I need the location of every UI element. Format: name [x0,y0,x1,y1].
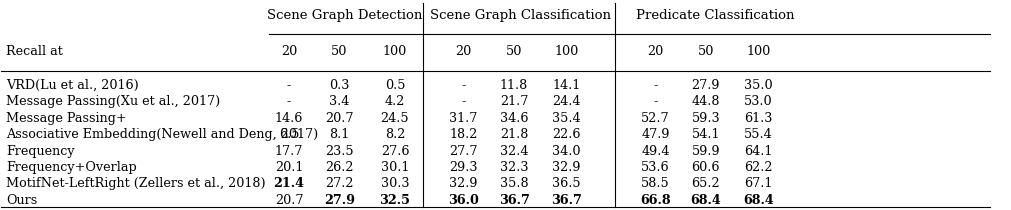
Text: 52.7: 52.7 [640,112,669,125]
Text: -: - [652,79,657,92]
Text: 36.7: 36.7 [551,194,581,207]
Text: 54.1: 54.1 [691,128,720,141]
Text: 14.6: 14.6 [275,112,303,125]
Text: Recall at: Recall at [6,45,64,58]
Text: Associative Embedding(Newell and Deng, 2017): Associative Embedding(Newell and Deng, 2… [6,128,318,141]
Text: 32.3: 32.3 [499,161,528,174]
Text: 14.1: 14.1 [552,79,580,92]
Text: 66.8: 66.8 [639,194,670,207]
Text: 36.5: 36.5 [552,177,580,190]
Text: 26.2: 26.2 [325,161,354,174]
Text: -: - [652,95,657,108]
Text: 100: 100 [382,45,406,58]
Text: 61.3: 61.3 [743,112,771,125]
Text: 27.9: 27.9 [691,79,720,92]
Text: 36.7: 36.7 [498,194,529,207]
Text: 27.2: 27.2 [325,177,354,190]
Text: 35.4: 35.4 [552,112,580,125]
Text: 58.5: 58.5 [640,177,669,190]
Text: VRD(Lu et al., 2016): VRD(Lu et al., 2016) [6,79,140,92]
Text: 20.7: 20.7 [275,194,303,207]
Text: 32.9: 32.9 [449,177,477,190]
Text: 18.2: 18.2 [449,128,477,141]
Text: 30.1: 30.1 [380,161,408,174]
Text: 27.6: 27.6 [380,144,408,158]
Text: Message Passing(Xu et al., 2017): Message Passing(Xu et al., 2017) [6,95,220,108]
Text: 50: 50 [506,45,522,58]
Text: 20: 20 [647,45,663,58]
Text: 68.4: 68.4 [742,194,773,207]
Text: 24.4: 24.4 [552,95,580,108]
Text: 53.6: 53.6 [640,161,669,174]
Text: 21.7: 21.7 [499,95,528,108]
Text: 36.0: 36.0 [448,194,478,207]
Text: 47.9: 47.9 [641,128,669,141]
Text: 27.9: 27.9 [324,194,355,207]
Text: 44.8: 44.8 [691,95,720,108]
Text: 11.8: 11.8 [499,79,528,92]
Text: 64.1: 64.1 [743,144,771,158]
Text: -: - [286,79,291,92]
Text: 65.2: 65.2 [691,177,720,190]
Text: Message Passing+: Message Passing+ [6,112,127,125]
Text: 67.1: 67.1 [743,177,771,190]
Text: 20: 20 [281,45,297,58]
Text: 68.4: 68.4 [690,194,721,207]
Text: 32.9: 32.9 [552,161,580,174]
Text: 60.6: 60.6 [691,161,720,174]
Text: Ours: Ours [6,194,37,207]
Text: 31.7: 31.7 [449,112,477,125]
Text: 32.4: 32.4 [499,144,528,158]
Text: 0.3: 0.3 [329,79,350,92]
Text: 55.4: 55.4 [743,128,772,141]
Text: 0.5: 0.5 [384,79,404,92]
Text: Scene Graph Detection: Scene Graph Detection [267,9,422,22]
Text: 4.2: 4.2 [384,95,404,108]
Text: 32.5: 32.5 [379,194,410,207]
Text: 8.2: 8.2 [384,128,404,141]
Text: MotifNet-LeftRight (Zellers et al., 2018): MotifNet-LeftRight (Zellers et al., 2018… [6,177,266,190]
Text: Frequency: Frequency [6,144,75,158]
Text: 53.0: 53.0 [743,95,771,108]
Text: 50: 50 [697,45,714,58]
Text: 34.6: 34.6 [499,112,528,125]
Text: 35.0: 35.0 [743,79,771,92]
Text: Predicate Classification: Predicate Classification [636,9,794,22]
Text: 30.3: 30.3 [380,177,408,190]
Text: 21.8: 21.8 [499,128,528,141]
Text: 6.5: 6.5 [278,128,299,141]
Text: 20: 20 [455,45,471,58]
Text: 22.6: 22.6 [552,128,580,141]
Text: -: - [286,95,291,108]
Text: 34.0: 34.0 [552,144,580,158]
Text: 24.5: 24.5 [380,112,408,125]
Text: 8.1: 8.1 [329,128,349,141]
Text: Scene Graph Classification: Scene Graph Classification [430,9,610,22]
Text: 21.4: 21.4 [273,177,304,190]
Text: 23.5: 23.5 [325,144,354,158]
Text: 20.1: 20.1 [275,161,303,174]
Text: 59.9: 59.9 [691,144,720,158]
Text: 29.3: 29.3 [449,161,477,174]
Text: 20.7: 20.7 [325,112,354,125]
Text: 62.2: 62.2 [743,161,771,174]
Text: 100: 100 [554,45,578,58]
Text: 50: 50 [331,45,348,58]
Text: Frequency+Overlap: Frequency+Overlap [6,161,137,174]
Text: -: - [461,95,465,108]
Text: 3.4: 3.4 [329,95,350,108]
Text: 27.7: 27.7 [449,144,477,158]
Text: 17.7: 17.7 [275,144,303,158]
Text: -: - [461,79,465,92]
Text: 59.3: 59.3 [691,112,720,125]
Text: 49.4: 49.4 [641,144,669,158]
Text: 100: 100 [745,45,769,58]
Text: 35.8: 35.8 [499,177,528,190]
